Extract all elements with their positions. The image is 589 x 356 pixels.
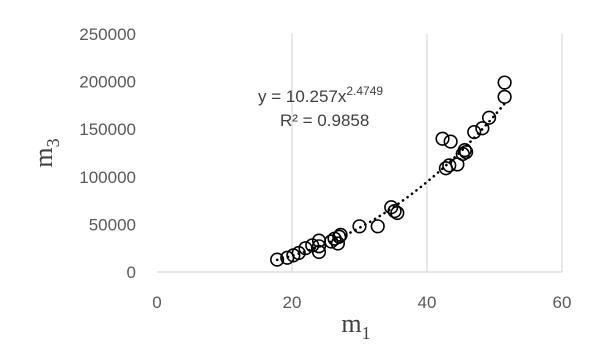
- data-point: [270, 252, 285, 267]
- data-point: [475, 121, 490, 136]
- points-layer: [270, 75, 512, 267]
- y-axis-title-sub: 3: [43, 138, 63, 147]
- data-point: [459, 144, 474, 160]
- data-point: [352, 219, 367, 234]
- data-point: [324, 234, 339, 249]
- gridlines: [291, 34, 563, 272]
- data-point: [457, 143, 472, 158]
- y-tick-label: 200000: [79, 73, 136, 92]
- data-point: [298, 241, 313, 256]
- y-tick-label: 50000: [89, 215, 136, 234]
- data-point: [311, 239, 327, 254]
- x-axis-title-main: m: [341, 309, 361, 338]
- data-point: [482, 110, 497, 125]
- equation-exponent: 2.4749: [346, 84, 383, 98]
- r-squared-label: R² = 0.9858: [280, 111, 369, 130]
- data-point: [370, 219, 385, 234]
- x-axis-title: m1: [341, 309, 370, 343]
- data-point: [390, 205, 405, 221]
- x-tick-labels: 0 20 40 60: [152, 293, 571, 312]
- data-point: [333, 227, 348, 242]
- data-point: [467, 124, 482, 140]
- data-point: [332, 229, 347, 244]
- x-tick-label: 60: [553, 293, 572, 312]
- data-point: [330, 236, 346, 251]
- data-point: [497, 75, 512, 90]
- y-tick-labels: 0 50000 100000 150000 200000 250000: [79, 25, 136, 282]
- data-point: [435, 131, 450, 146]
- data-point: [311, 244, 327, 260]
- data-point: [443, 134, 458, 149]
- data-point: [442, 158, 457, 173]
- x-tick-label: 0: [152, 293, 161, 312]
- y-tick-label: 250000: [79, 25, 136, 44]
- x-tick-label: 20: [283, 293, 302, 312]
- y-tick-label: 100000: [79, 168, 136, 187]
- y-tick-label: 0: [127, 263, 136, 282]
- x-tick-label: 40: [418, 293, 437, 312]
- y-axis-title-main: m: [29, 147, 58, 167]
- y-axis-title: m3: [29, 138, 63, 167]
- equation-base: y = 10.257x: [258, 87, 347, 106]
- data-point: [497, 89, 512, 104]
- x-axis-title-sub: 1: [362, 323, 371, 343]
- y-tick-label: 150000: [79, 120, 136, 139]
- trendline-equation: y = 10.257x2.4749: [258, 84, 383, 106]
- data-point: [387, 203, 402, 219]
